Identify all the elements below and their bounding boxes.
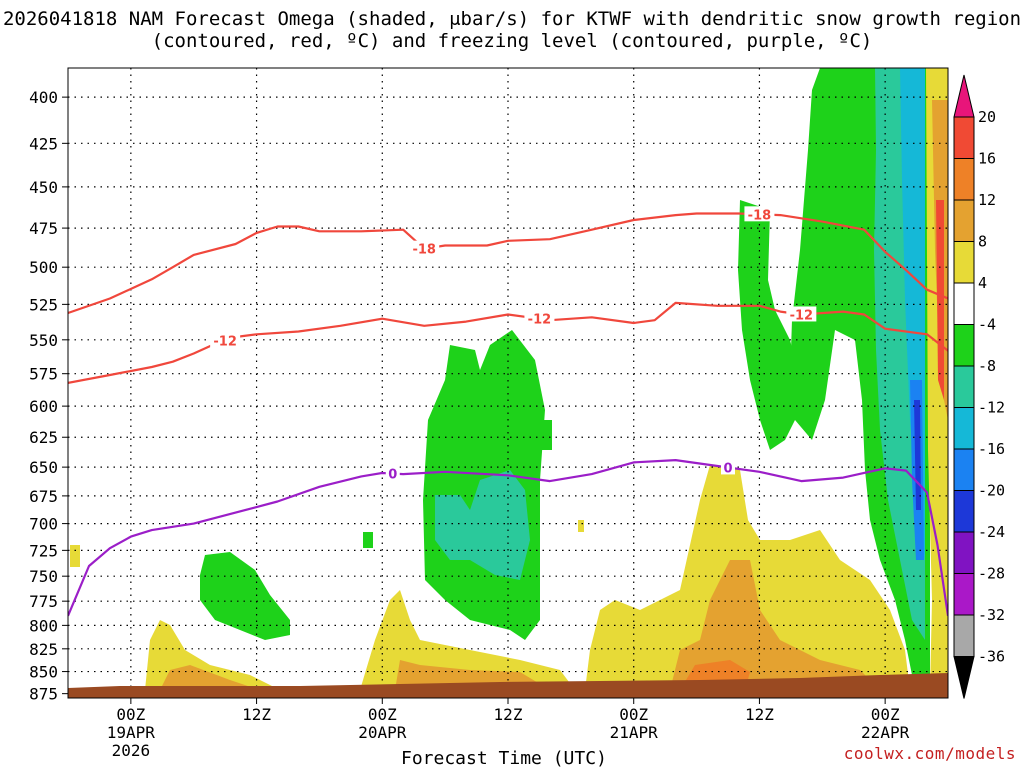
contour-label-1-1: -12 (528, 313, 552, 328)
colorbar-label-13: -36 (978, 648, 1005, 666)
ytick-label-725: 725 (29, 541, 58, 560)
omega-region-yellow-dot2 (578, 520, 584, 532)
contour-label-1-2: -12 (790, 308, 814, 323)
colorbar-bin-top (953, 74, 975, 118)
contour-dgz-minus18 (68, 212, 948, 315)
ytick-label-600: 600 (29, 397, 58, 416)
contour-label-bg (385, 465, 400, 481)
ytick-label-550: 550 (29, 331, 58, 350)
colorbar-bin-7 (953, 365, 975, 408)
omega-region-yellow-dot1 (70, 545, 80, 567)
omega-region-green-small (363, 532, 373, 548)
chart-title: 2026041818 NAM Forecast Omega (shaded, μ… (2, 8, 1022, 52)
omega-region-teal-central (435, 470, 530, 580)
colorbar-label-9: -20 (978, 482, 1005, 500)
colorbar: 20 16 12 8 4 -4 -8 -12 -16 -20 -24 -28 -32 -36 (953, 74, 1005, 699)
ytick-label-800: 800 (29, 616, 58, 635)
ytick-label-825: 825 (29, 640, 58, 659)
omega-region-orange-east (670, 560, 880, 690)
contour-label-bg (744, 206, 775, 222)
colorbar-label-3: 8 (978, 233, 987, 251)
colorbar-bin-bottom (953, 656, 975, 699)
colorbar-bin-2 (953, 158, 975, 201)
colorbar-bin-4 (953, 241, 975, 284)
x-axis-title: Forecast Time (UTC) (401, 748, 607, 769)
xtick-label-0-1: 19APR (107, 723, 156, 742)
colorbar-label-10: -24 (978, 523, 1005, 541)
omega-region-green-west (200, 552, 290, 640)
colorbar-bin-12 (953, 573, 975, 616)
colorbar-label-4: 4 (978, 274, 987, 292)
colorbar-label-7: -12 (978, 399, 1005, 417)
xtick-label-72-0: 00Z (871, 705, 900, 724)
colorbar-bin-5 (953, 282, 975, 325)
contour-label-bg (210, 332, 241, 348)
ytick-label-475: 475 (29, 219, 58, 238)
colorbar-bin-10 (953, 490, 975, 533)
colorbar-bin-13 (953, 614, 975, 657)
contour-label-bg (721, 459, 735, 475)
colorbar-bin-6 (953, 324, 975, 367)
xtick-label-36-0: 12Z (494, 705, 523, 724)
ytick-label-425: 425 (29, 134, 58, 153)
xtick-label-12-0: 12Z (242, 705, 271, 724)
colorbar-bin-8 (953, 407, 975, 450)
ytick-label-400: 400 (29, 88, 58, 107)
xtick-label-24-0: 00Z (368, 705, 397, 724)
colorbar-bin-1 (953, 116, 975, 159)
contour-label-bg (409, 240, 440, 256)
omega-region-dblue-east (914, 400, 921, 510)
colorbar-label-6: -8 (978, 357, 996, 375)
ytick-label-675: 675 (29, 487, 58, 506)
xtick-label-48-1: 21APR (610, 723, 659, 742)
time-gridlines (130, 68, 886, 698)
omega-region-green-east2 (738, 200, 800, 450)
contour-label-2-1: 0 (723, 461, 732, 476)
omega-region-green-small2 (540, 420, 552, 450)
ytick-label-525: 525 (29, 295, 58, 314)
omega-region-red-edge (936, 200, 944, 400)
terrain-ground (68, 673, 948, 698)
contour-label-bg (786, 306, 817, 322)
ytick-label-875: 875 (29, 685, 58, 704)
y-axis-labels: 400 425 450 475 500 525 550 575 600 625 650 675 700 7… (29, 88, 68, 704)
contour-label-bg (524, 310, 555, 326)
ytick-label-850: 850 (29, 663, 58, 682)
contour-label-0-1: -18 (748, 208, 772, 223)
colorbar-label-0: 20 (978, 108, 996, 126)
colorbar-label-8: -16 (978, 440, 1005, 458)
xtick-label-24-1: 20APR (358, 723, 407, 742)
colorbar-label-11: -28 (978, 565, 1005, 583)
colorbar-label-1: 16 (978, 150, 996, 168)
ytick-label-625: 625 (29, 428, 58, 447)
xtick-label-48-0: 00Z (619, 705, 648, 724)
xtick-label-60-0: 12Z (745, 705, 774, 724)
source-credit: coolwx.com/models (843, 744, 1016, 763)
colorbar-bin-9 (953, 448, 975, 491)
colorbar-bin-3 (953, 199, 975, 242)
ytick-label-650: 650 (29, 458, 58, 477)
colorbar-label-2: 12 (978, 191, 996, 209)
xtick-label-0-2: 2026 (112, 741, 151, 760)
xtick-label-72-1: 22APR (861, 723, 910, 742)
colorbar-bin-11 (953, 531, 975, 574)
ytick-label-450: 450 (29, 178, 58, 197)
ytick-label-575: 575 (29, 365, 58, 384)
contour-label-0-0: -18 (412, 243, 436, 258)
ytick-label-700: 700 (29, 515, 58, 534)
contour-label-2-0: 0 (388, 468, 397, 483)
ytick-label-500: 500 (29, 258, 58, 277)
contour-freezing-level (68, 459, 948, 617)
ytick-label-775: 775 (29, 592, 58, 611)
contour-label-1-0: -12 (213, 335, 237, 350)
colorbar-label-12: -32 (978, 606, 1005, 624)
ytick-label-750: 750 (29, 567, 58, 586)
contour-labels: -18 -18 -12 -12 -12 0 0 (210, 206, 817, 483)
omega-shading (70, 68, 948, 690)
colorbar-label-5: -4 (978, 316, 996, 334)
xtick-label-0-0: 00Z (116, 705, 145, 724)
